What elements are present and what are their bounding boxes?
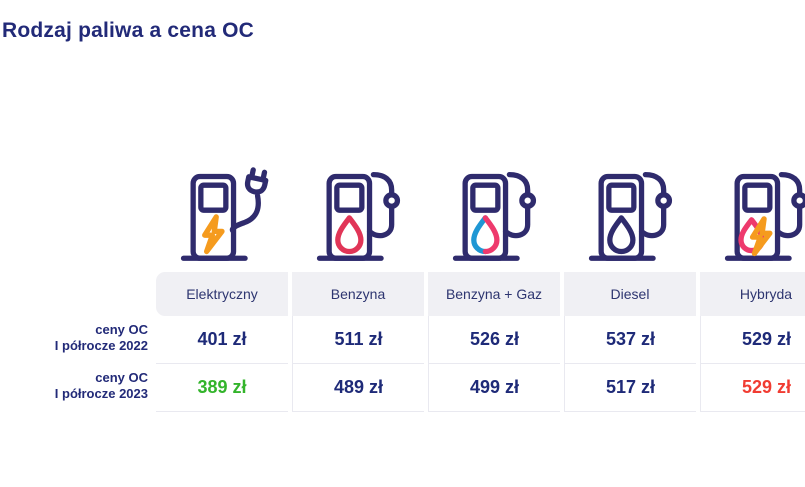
- petrol-pump-icon: [292, 165, 424, 272]
- row-label-2022: ceny OC I półrocze 2022: [0, 322, 148, 354]
- row-label-2022-line1: ceny OC: [95, 322, 148, 337]
- row-label-2022-line2: I półrocze 2022: [54, 338, 148, 353]
- electric-pump-icon: [156, 165, 288, 272]
- column-header-hybryda: Hybryda: [700, 272, 805, 316]
- price-2022-elektryczny: 401 zł: [156, 316, 288, 364]
- column-header-elektryczny: Elektryczny: [156, 272, 288, 316]
- price-2023-diesel: 517 zł: [564, 364, 696, 412]
- price-2022-hybryda: 529 zł: [700, 316, 805, 364]
- price-2023-hybryda: 529 zł: [700, 364, 805, 412]
- price-2022-diesel: 537 zł: [564, 316, 696, 364]
- column-header-benzyna: Benzyna: [292, 272, 424, 316]
- price-2022-benzyna: 511 zł: [292, 316, 424, 364]
- row-label-2023-line2: I półrocze 2023: [54, 386, 148, 401]
- fuel-price-table: Elektryczny Benzyna Benzyna + Gaz Diesel…: [156, 165, 805, 412]
- row-label-2023: ceny OC I półrocze 2023: [0, 370, 148, 402]
- petrol-gas-pump-icon: [428, 165, 560, 272]
- hybrid-pump-icon: [700, 165, 805, 272]
- row-label-2023-line1: ceny OC: [95, 370, 148, 385]
- price-2023-elektryczny: 389 zł: [156, 364, 288, 412]
- price-2023-benzyna: 489 zł: [292, 364, 424, 412]
- price-2022-benzyna-gaz: 526 zł: [428, 316, 560, 364]
- column-header-diesel: Diesel: [564, 272, 696, 316]
- price-2023-benzyna-gaz: 499 zł: [428, 364, 560, 412]
- page-title: Rodzaj paliwa a cena OC: [2, 19, 255, 42]
- column-header-benzyna-gaz: Benzyna + Gaz: [428, 272, 560, 316]
- diesel-pump-icon: [564, 165, 696, 272]
